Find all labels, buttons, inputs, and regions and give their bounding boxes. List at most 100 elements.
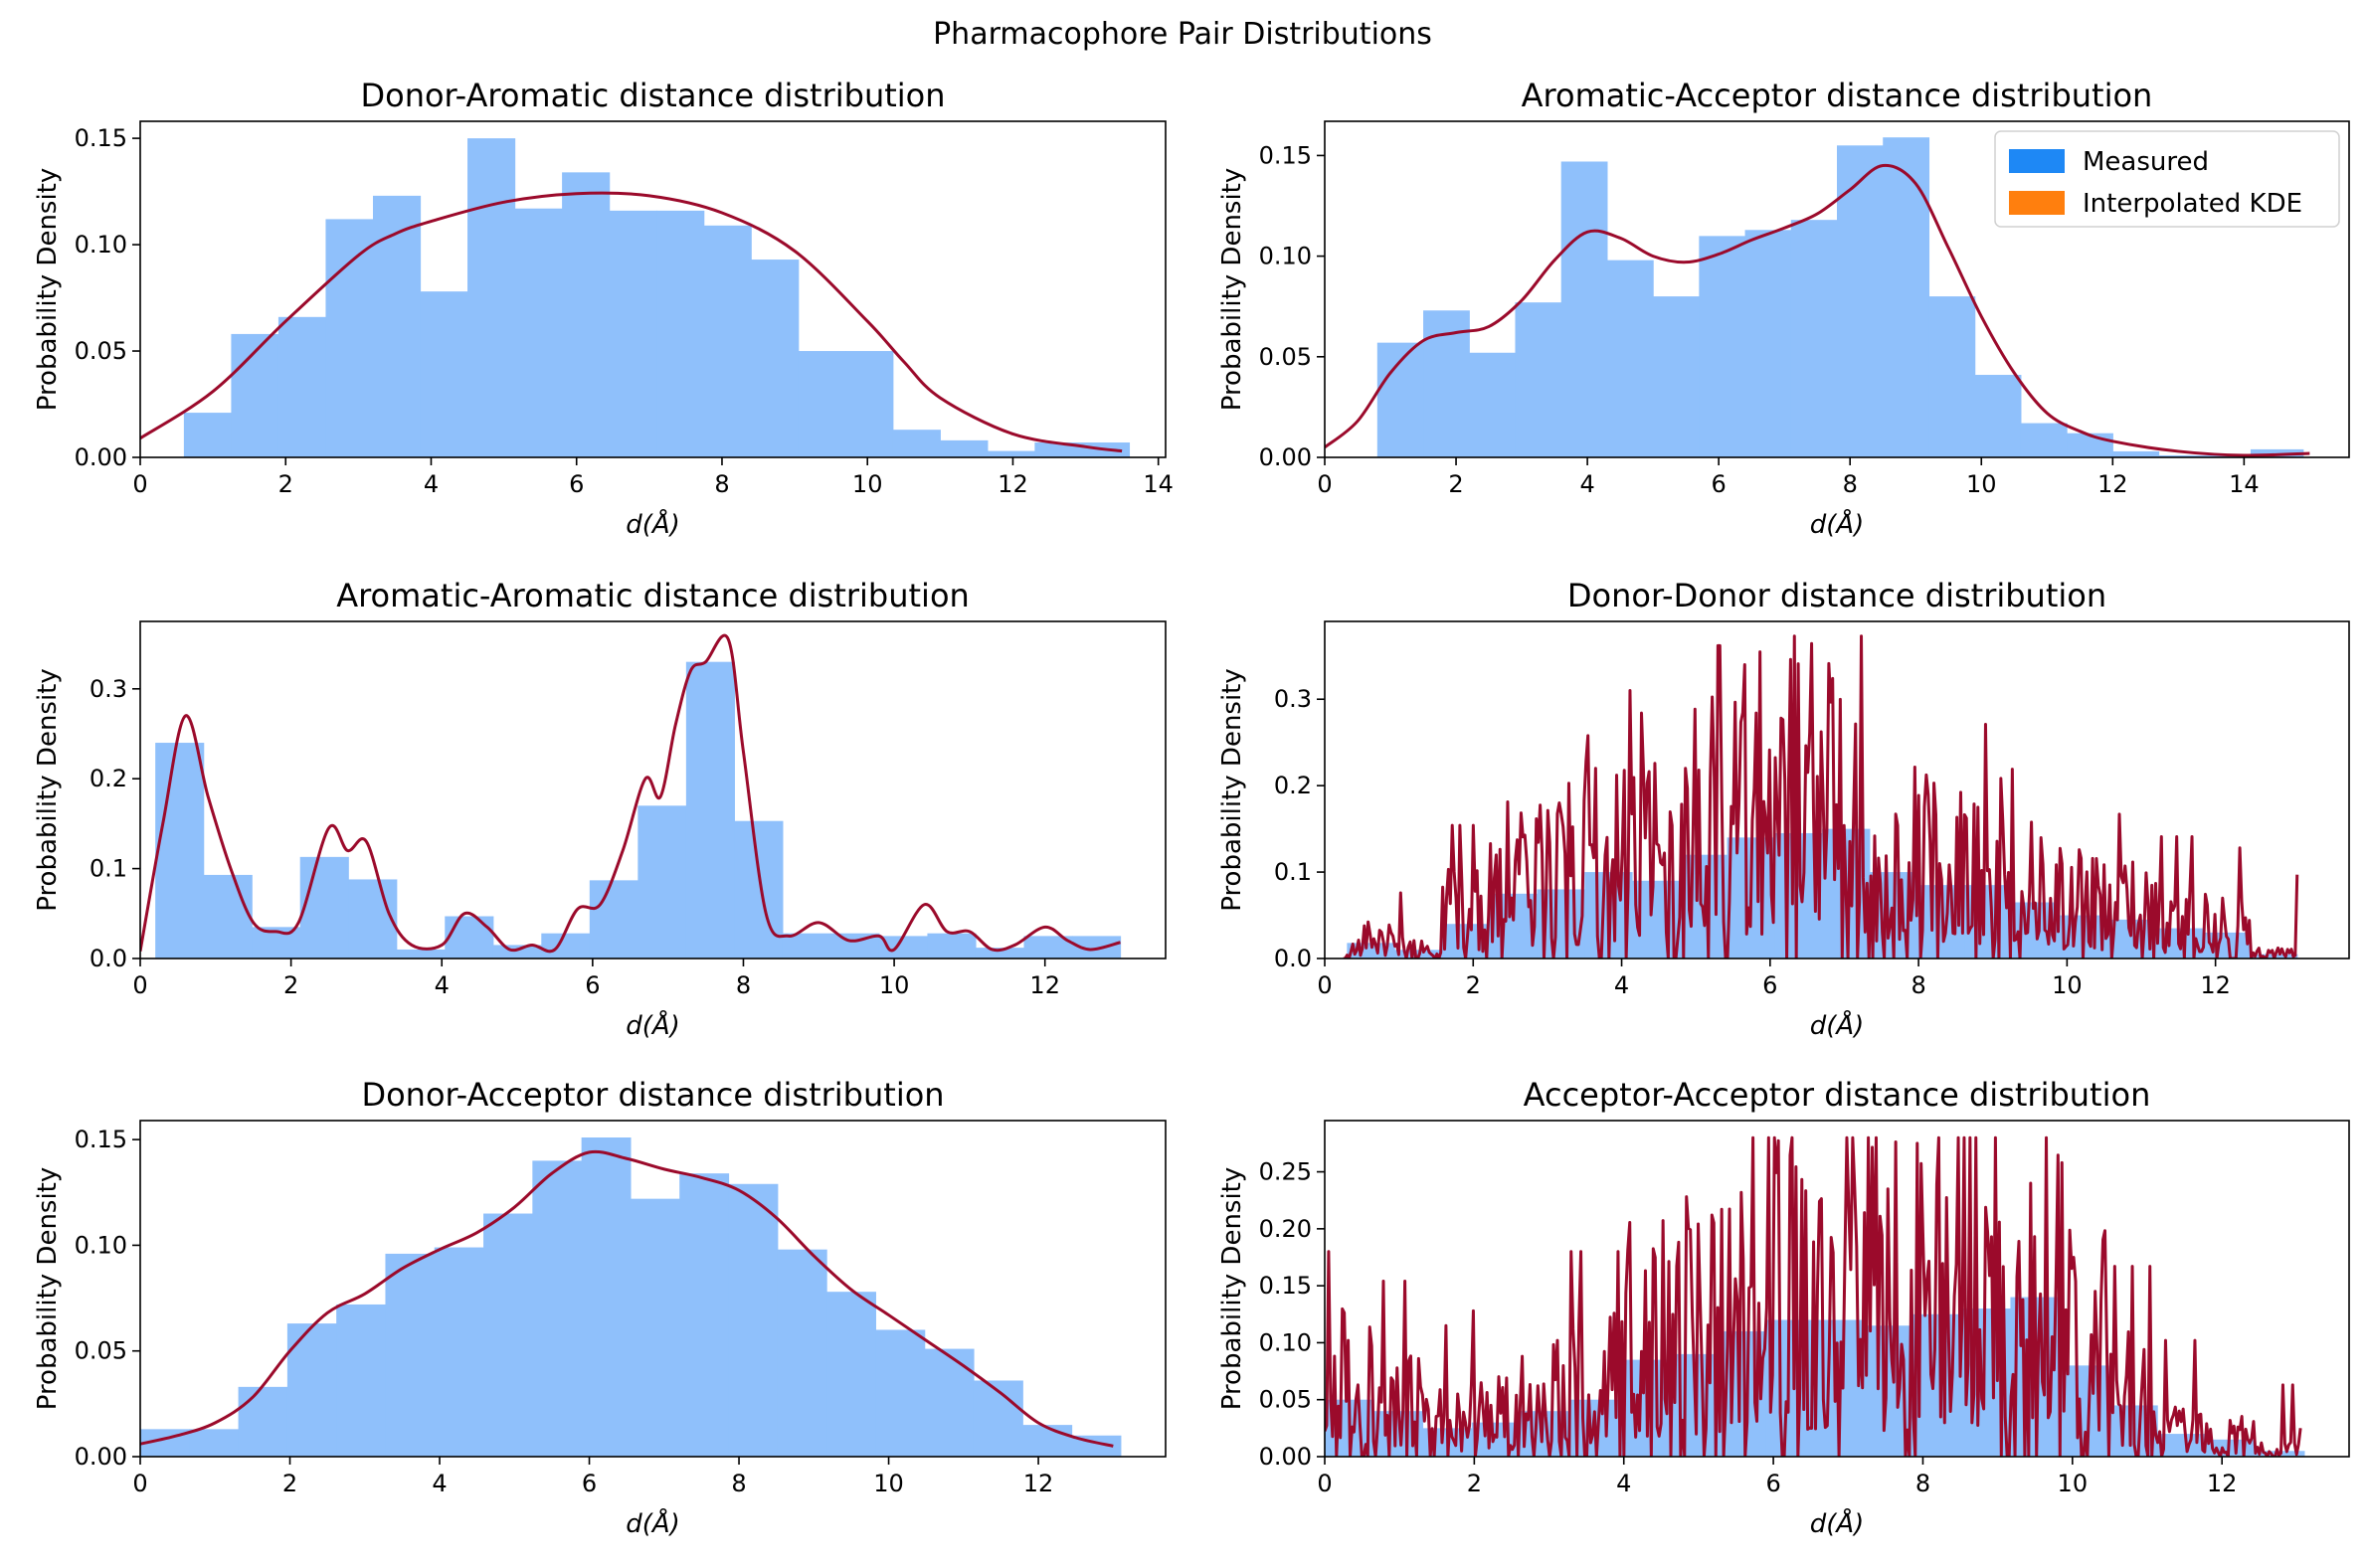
- y-tick-label: 0.00: [75, 1443, 127, 1471]
- histogram-bar: [541, 933, 591, 958]
- x-tick-label: 10: [879, 971, 910, 999]
- x-tick-label: 4: [435, 971, 450, 999]
- x-tick-label: 0: [132, 1470, 147, 1497]
- x-tick-label: 4: [1616, 1470, 1631, 1497]
- histogram-bar: [2067, 433, 2113, 457]
- x-axis-label: d(Å): [1810, 1507, 1865, 1539]
- x-tick-label: 6: [1765, 1470, 1780, 1497]
- kde-line: [140, 634, 1121, 954]
- y-tick-label: 0.0: [1274, 945, 1312, 972]
- chart-panel-1: 0 2 4 6 8 10 12 14 0.00 0.05 0.10 0.15 Donor-Aromati…: [33, 77, 1174, 540]
- x-tick-label: 12: [1023, 1470, 1054, 1497]
- x-tick-label: 0: [1317, 1470, 1332, 1497]
- chart-panel-3: 0 2 4 6 8 10 12 0.0 0.1 0.2 0.3 Aromatic-Aromatic d…: [33, 577, 1167, 1041]
- kde-line: [1343, 634, 2299, 958]
- x-axis-label: d(Å): [626, 508, 680, 540]
- y-axis-label: Probability Density: [33, 668, 63, 912]
- histogram-bar: [467, 138, 516, 457]
- histogram-bar: [492, 945, 542, 958]
- x-axis-label: d(Å): [1810, 1009, 1865, 1041]
- histogram-bar: [630, 1198, 680, 1457]
- histogram-bar: [940, 439, 989, 457]
- x-tick-label: 4: [432, 1470, 447, 1497]
- histogram-bar: [231, 333, 279, 457]
- x-axis-label: d(Å): [626, 1507, 680, 1539]
- y-tick-label: 0.20: [1259, 1215, 1312, 1243]
- histogram-bar: [2157, 1434, 2207, 1457]
- histogram-bar: [238, 1386, 288, 1457]
- y-tick-label: 0.05: [75, 337, 127, 365]
- histogram-bar: [685, 661, 735, 958]
- histogram-bar: [189, 1429, 240, 1457]
- y-tick-label: 0.15: [75, 1126, 127, 1153]
- y-tick-label: 0.3: [90, 675, 127, 703]
- y-tick-label: 0.00: [1259, 443, 1312, 471]
- histogram-bar: [1469, 352, 1517, 457]
- y-tick-label: 0.10: [75, 231, 127, 259]
- axes-frame: [1324, 620, 2350, 959]
- histogram-bar: [845, 351, 894, 457]
- histogram-bar: [562, 172, 611, 457]
- y-tick-label: 0.3: [1274, 685, 1312, 713]
- histogram-bar: [728, 1183, 779, 1457]
- y-tick-label: 0.00: [75, 443, 127, 471]
- axes-frame: [1324, 120, 2350, 458]
- x-tick-label: 0: [132, 470, 147, 498]
- y-axis-label: Probability Density: [1217, 668, 1247, 912]
- x-tick-label: 8: [1911, 971, 1925, 999]
- x-tick-label: 0: [132, 971, 147, 999]
- chart-title: Aromatic-Acceptor distance distribution: [1522, 77, 2153, 114]
- chart-title: Acceptor-Acceptor distance distribution: [1524, 1076, 2151, 1114]
- histogram-bar: [1072, 936, 1122, 958]
- legend: Measured Interpolated KDE: [1994, 130, 2340, 228]
- legend-swatch: [2009, 149, 2065, 173]
- histogram-bar: [514, 208, 563, 457]
- histogram-bar: [927, 933, 977, 958]
- chart-panel-2: 0 2 4 6 8 10 12 14 0.00 0.05 0.10 0.15 Aromatic-Acce…: [1217, 77, 2350, 540]
- x-tick-label: 4: [1579, 470, 1594, 498]
- histogram-bar: [987, 450, 1035, 457]
- y-axis-label: Probability Density: [1217, 1167, 1247, 1411]
- x-tick-label: 2: [278, 470, 293, 498]
- histogram-bar: [325, 219, 374, 457]
- y-tick-label: 0.15: [1259, 1272, 1312, 1300]
- y-tick-label: 0.05: [1259, 343, 1312, 371]
- x-tick-label: 6: [1712, 470, 1727, 498]
- x-tick-label: 2: [1466, 971, 1481, 999]
- plot-area: [140, 634, 1122, 958]
- histogram-bar: [878, 936, 929, 958]
- y-tick-label: 0.00: [1259, 1443, 1312, 1471]
- x-tick-label: 4: [424, 470, 439, 498]
- kde-line: [1325, 1135, 2302, 1457]
- histogram-bar: [1022, 1425, 1073, 1457]
- y-tick-label: 0.1: [90, 855, 127, 883]
- y-tick-label: 0.15: [1259, 141, 1312, 169]
- x-tick-label: 2: [1467, 1470, 1482, 1497]
- axes-frame: [139, 1120, 1167, 1458]
- chart-title: Donor-Aromatic distance distribution: [360, 77, 945, 114]
- histogram-bar: [751, 260, 800, 457]
- y-tick-label: 0.15: [75, 124, 127, 152]
- histogram-bar: [924, 1348, 975, 1457]
- histogram-bar: [679, 1173, 730, 1457]
- x-tick-label: 12: [2097, 470, 2128, 498]
- chart-panel-5: 0 2 4 6 8 10 12 0.00 0.05 0.10 0.15 Donor-Acceptor …: [33, 1076, 1167, 1539]
- histogram-bar: [1023, 936, 1073, 958]
- histogram-bar: [1744, 230, 1792, 457]
- x-tick-label: 2: [1448, 470, 1463, 498]
- x-tick-label: 14: [2229, 470, 2260, 498]
- histogram-bar: [973, 1380, 1023, 1457]
- histogram-bar: [420, 291, 468, 457]
- histogram-bar: [299, 856, 349, 958]
- histogram-bar: [637, 805, 687, 958]
- histogram-bar: [155, 743, 205, 958]
- chart-title: Donor-Donor distance distribution: [1567, 577, 2106, 614]
- histogram-bar: [609, 210, 657, 457]
- histogram-bar: [277, 316, 327, 457]
- histogram-bar: [372, 195, 422, 457]
- x-tick-label: 6: [585, 971, 600, 999]
- histogram-bar: [336, 1304, 387, 1457]
- chart-panel-6: 0 2 4 6 8 10 12 0.00 0.05 0.10 0.15 0.20 0.25 Accepto…: [1217, 1076, 2350, 1539]
- x-tick-label: 4: [1614, 971, 1629, 999]
- chart-panel-4: 0 2 4 6 8 10 12 0.0 0.1 0.2 0.3 Donor-Donor distanc…: [1217, 577, 2350, 1041]
